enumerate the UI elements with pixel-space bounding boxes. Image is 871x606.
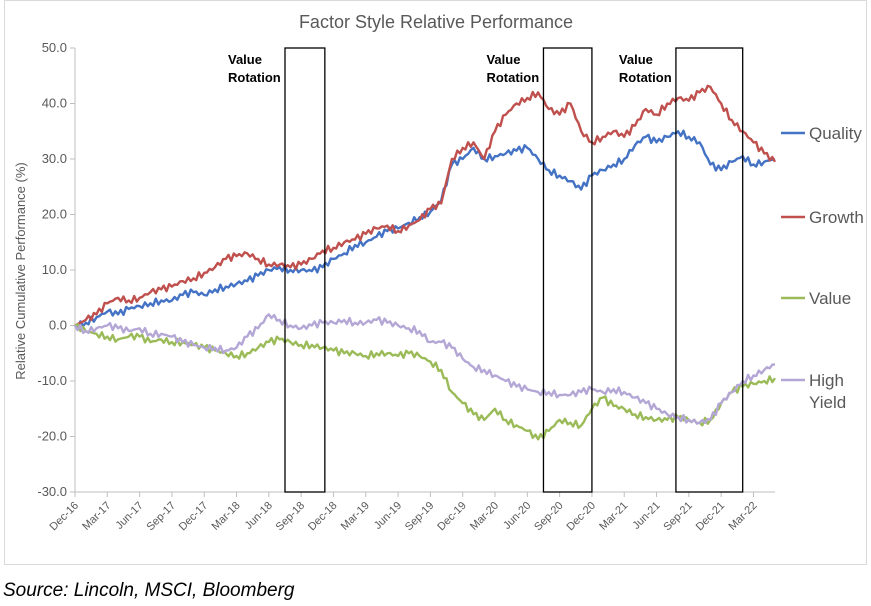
series-line-value — [74, 323, 776, 441]
x-tick-label: Dec-18 — [306, 500, 340, 534]
x-tick-label: Jun-19 — [372, 500, 404, 532]
y-tick-label: 50.0 — [42, 40, 67, 55]
y-tick-label: 20.0 — [42, 207, 67, 222]
chart-frame: Factor Style Relative Performance Relati… — [4, 0, 867, 565]
chart-svg: Factor Style Relative Performance Relati… — [13, 12, 864, 533]
x-tick-label: Mar-18 — [210, 500, 243, 533]
x-tick-label: Mar-17 — [80, 500, 113, 533]
x-tick-label: Sep-20 — [532, 500, 566, 534]
value-rotation-label: Value — [619, 52, 653, 67]
legend-label: High — [809, 371, 844, 390]
value-rotation-label: Rotation — [486, 70, 539, 85]
x-tick-label: Jun-18 — [243, 500, 275, 532]
x-tick-label: Jun-17 — [113, 500, 145, 532]
value-rotation-label: Value — [228, 52, 262, 67]
x-tick-label: Dec-21 — [694, 500, 728, 534]
x-tick-label: Sep-21 — [661, 500, 695, 534]
value-rotation-label: Rotation — [619, 70, 672, 85]
y-tick-label: -30.0 — [37, 484, 67, 499]
x-tick-label: Mar-19 — [339, 500, 372, 533]
value-rotation-box — [542, 47, 593, 493]
x-tick-label: Jun-20 — [501, 500, 533, 532]
series-line-high-yield — [73, 313, 776, 425]
series-layer — [73, 84, 777, 441]
legend-label: Yield — [809, 393, 846, 412]
axes-layer: 50.040.030.020.010.00.0-10.0-20.0-30.0De… — [37, 40, 775, 533]
source-note: Source: Lincoln, MSCI, Bloomberg — [3, 580, 295, 601]
chart-title: Factor Style Relative Performance — [299, 12, 573, 32]
x-tick-label: Mar-20 — [468, 500, 501, 533]
legend-label: Growth — [809, 208, 864, 227]
value-rotation-label: Value — [486, 52, 520, 67]
x-tick-label: Mar-22 — [726, 500, 759, 533]
series-line-growth — [74, 84, 777, 327]
annotation-layer: Value Rotation Value Rotation Value Rotation — [228, 47, 744, 493]
legend-label: Quality — [809, 124, 862, 143]
series-line-quality — [74, 129, 776, 329]
y-tick-label: 40.0 — [42, 96, 67, 111]
y-axis-label: Relative Cumulative Performance (%) — [13, 162, 28, 379]
x-tick-label: Mar-21 — [597, 500, 630, 533]
legend-layer: Quality Growth Value High Yield — [781, 124, 864, 412]
x-tick-label: Dec-20 — [564, 500, 598, 534]
y-tick-label: -20.0 — [37, 429, 67, 444]
x-tick-label: Sep-18 — [274, 500, 308, 534]
x-tick-label: Jun-21 — [630, 500, 662, 532]
y-tick-label: -10.0 — [37, 373, 67, 388]
value-rotation-box — [284, 47, 326, 493]
x-tick-label: Dec-16 — [48, 500, 82, 534]
legend-label: Value — [809, 289, 851, 308]
y-tick-label: 0.0 — [49, 318, 67, 333]
x-tick-label: Sep-17 — [144, 500, 178, 534]
x-tick-label: Dec-19 — [435, 500, 469, 534]
value-rotation-label: Rotation — [228, 70, 281, 85]
x-tick-label: Sep-19 — [403, 500, 437, 534]
y-tick-label: 30.0 — [42, 151, 67, 166]
y-tick-label: 10.0 — [42, 262, 67, 277]
x-tick-label: Dec-17 — [177, 500, 211, 534]
value-rotation-box — [675, 47, 744, 493]
